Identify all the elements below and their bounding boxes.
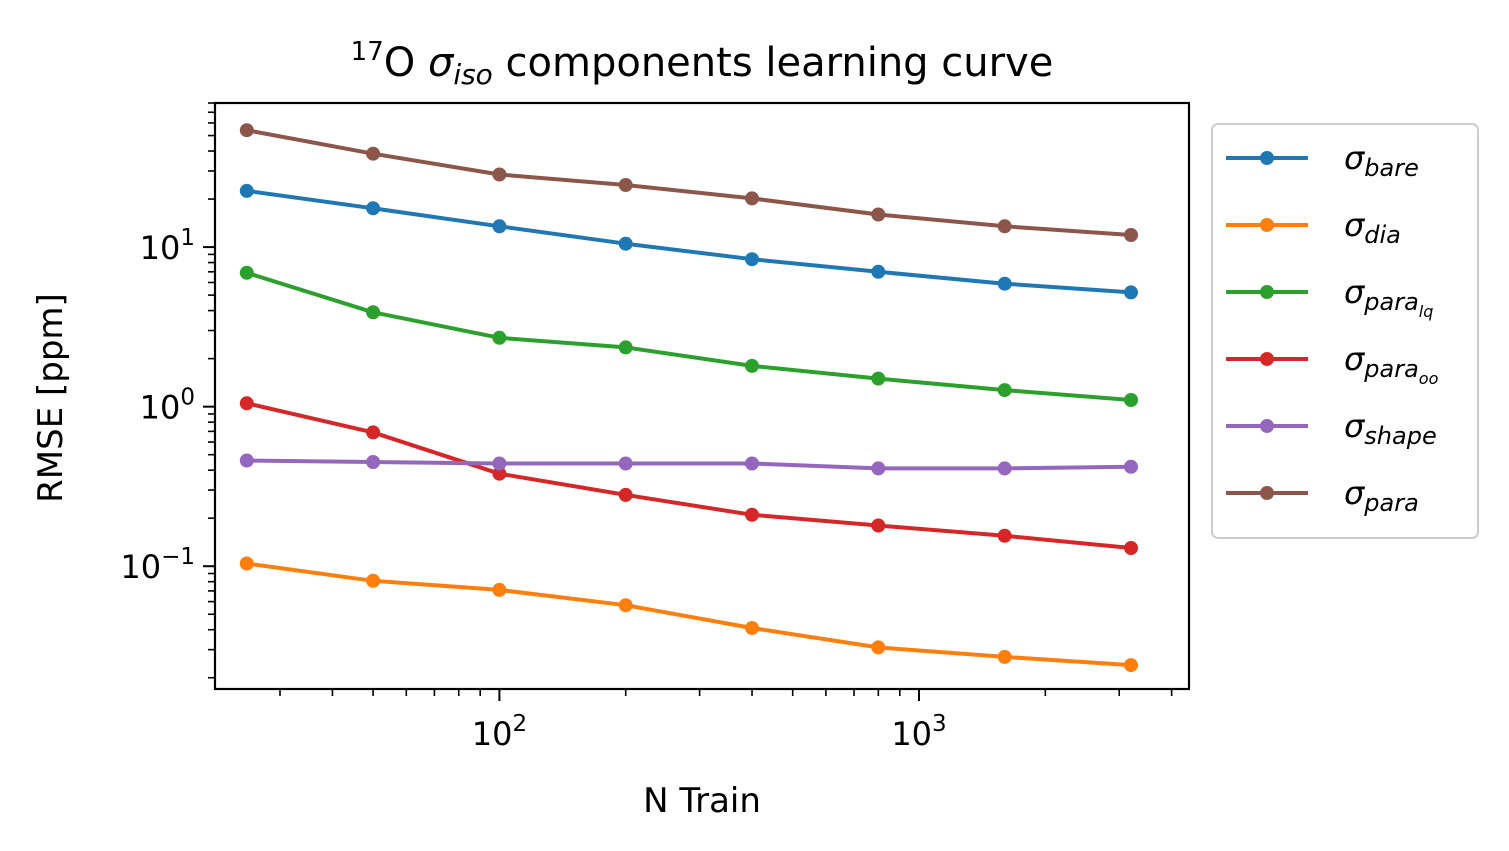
series-line	[246, 561, 1132, 668]
legend-item: σbare	[1226, 139, 1419, 182]
data-point	[239, 123, 254, 138]
data-point	[1124, 541, 1138, 555]
data-point	[745, 456, 759, 471]
chart-title: 17O σiso components learning curve	[351, 37, 1054, 91]
data-point	[1124, 459, 1138, 474]
data-point	[745, 507, 759, 522]
x-axis-label: N Train	[643, 781, 761, 821]
data-point	[997, 649, 1012, 664]
legend-item: σpara	[1226, 474, 1419, 517]
legend-label: σpara	[1344, 474, 1419, 517]
data-point	[366, 425, 381, 440]
data-point	[745, 191, 759, 206]
chart-title-superscript: 17	[351, 37, 384, 67]
data-point	[745, 621, 759, 635]
data-point	[492, 330, 507, 345]
series-para-oo	[239, 396, 1138, 555]
series-para	[239, 123, 1138, 242]
legend: σbare σdia σparalq σparaoo σshape σpara	[1211, 123, 1479, 539]
axes-layer: 102 103 10−1 100 101	[120, 101, 1191, 753]
data-point	[492, 466, 507, 481]
data-point	[871, 461, 886, 476]
series-line	[246, 128, 1132, 237]
chart-title-sigma: σ	[428, 40, 455, 86]
x-tick-label: 103	[891, 711, 946, 753]
data-point	[239, 396, 254, 411]
data-point	[871, 207, 886, 222]
chart-title-subscript: iso	[453, 58, 493, 91]
legend-marker	[1260, 486, 1274, 500]
legend-marker	[1260, 352, 1274, 366]
data-point	[239, 453, 254, 468]
legend-item: σdia	[1226, 206, 1401, 249]
y-axis-label: RMSE [ppm]	[31, 293, 71, 503]
series-line	[246, 188, 1132, 295]
data-point	[618, 487, 633, 502]
legend-marker	[1260, 285, 1274, 299]
series-layer	[239, 123, 1138, 673]
legend-item: σshape	[1226, 407, 1437, 450]
legend-label: σshape	[1344, 407, 1437, 450]
legend-label: σbare	[1344, 139, 1419, 182]
series-line	[246, 401, 1132, 550]
data-point	[492, 167, 507, 182]
data-point	[618, 236, 633, 251]
data-point	[366, 146, 381, 161]
chart-title-rest: components learning curve	[493, 40, 1054, 86]
data-point	[871, 518, 886, 533]
data-point	[618, 598, 633, 613]
data-point	[239, 556, 254, 571]
data-point	[618, 456, 633, 471]
series-line	[246, 270, 1132, 402]
legend-label: σparaoo	[1344, 340, 1439, 388]
legend-label: σparalq	[1344, 273, 1433, 321]
data-point	[492, 456, 507, 471]
data-point	[745, 252, 759, 267]
data-point	[871, 371, 886, 386]
data-point	[492, 219, 507, 234]
legend-item: σparalq	[1226, 273, 1433, 321]
legend-item: σparaoo	[1226, 340, 1439, 388]
legend-marker	[1260, 151, 1274, 165]
legend-box	[1211, 123, 1479, 539]
data-point	[871, 640, 886, 655]
legend-marker	[1260, 419, 1274, 433]
y-tick-label: 10−1	[120, 544, 195, 586]
data-point	[239, 183, 254, 198]
data-point	[239, 265, 254, 280]
series-para-lq	[239, 265, 1138, 407]
data-point	[366, 305, 381, 320]
data-point	[997, 461, 1012, 476]
data-point	[618, 178, 633, 192]
series-dia	[239, 556, 1138, 673]
data-point	[1124, 285, 1138, 300]
chart-title-main: O	[384, 40, 428, 86]
data-point	[1124, 393, 1138, 407]
data-point	[492, 582, 507, 597]
data-point	[1124, 658, 1138, 673]
data-point	[366, 455, 381, 469]
data-point	[997, 383, 1012, 398]
y-tick-label: 101	[140, 225, 195, 267]
data-point	[871, 264, 886, 279]
plot-frame	[213, 101, 1191, 691]
y-tick-label: 100	[140, 385, 195, 427]
legend-label: σdia	[1344, 206, 1401, 249]
data-point	[1124, 228, 1138, 242]
series-bare	[239, 183, 1138, 300]
data-point	[618, 340, 633, 355]
data-point	[745, 358, 759, 373]
x-tick-label: 102	[472, 711, 527, 753]
data-point	[366, 201, 381, 216]
data-point	[997, 219, 1012, 234]
data-point	[366, 573, 381, 588]
data-point	[997, 528, 1012, 543]
data-point	[997, 276, 1012, 291]
legend-marker	[1260, 218, 1274, 232]
series-shape	[239, 453, 1138, 476]
series-line	[246, 458, 1132, 471]
